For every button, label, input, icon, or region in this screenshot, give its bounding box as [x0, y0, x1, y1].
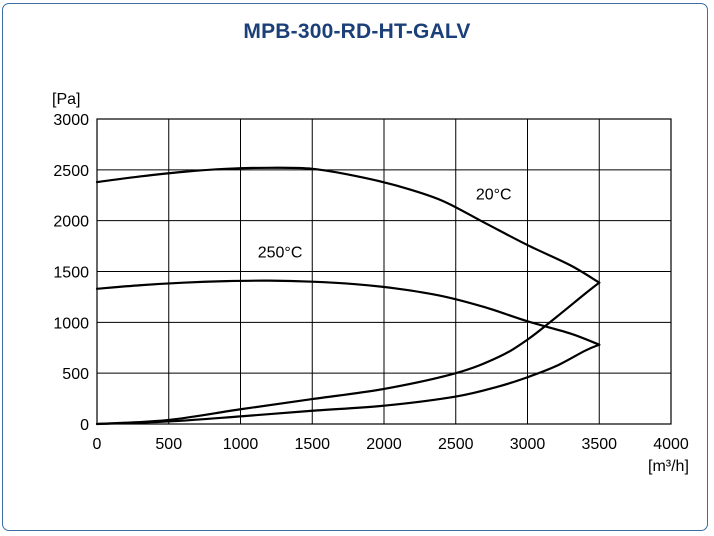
curve-label: 250°C [258, 244, 303, 261]
x-tick-label: 0 [93, 436, 102, 453]
y-tick-label: 2000 [53, 214, 89, 231]
x-axis-unit: [m³/h] [648, 458, 689, 475]
series-system-curve-lower [95, 343, 601, 426]
plot-border [96, 118, 672, 425]
x-tick-label: 500 [155, 436, 182, 453]
x-tick-label: 2000 [366, 436, 402, 453]
y-tick-label: 3000 [53, 112, 89, 129]
x-tick-label: 4000 [653, 436, 689, 453]
x-tick-label: 3000 [510, 436, 546, 453]
y-tick-label: 1500 [53, 265, 89, 282]
y-tick-label: 500 [62, 366, 89, 383]
x-tick-label: 1500 [294, 436, 330, 453]
y-tick-label: 2500 [53, 163, 89, 180]
series-20c-pressure-curve [95, 166, 601, 284]
y-tick-label: 1000 [53, 315, 89, 332]
x-tick-label: 3500 [581, 436, 617, 453]
chart-title: MPB-300-RD-HT-GALV [243, 20, 471, 43]
series-250c-pressure-curve [95, 279, 601, 346]
x-tick-label: 1000 [223, 436, 259, 453]
y-tick-label: 0 [80, 417, 89, 434]
x-tick-label: 2500 [438, 436, 474, 453]
curve-label: 20°C [476, 186, 512, 203]
y-axis-unit: [Pa] [52, 91, 80, 108]
series-system-curve-upper [95, 281, 601, 426]
